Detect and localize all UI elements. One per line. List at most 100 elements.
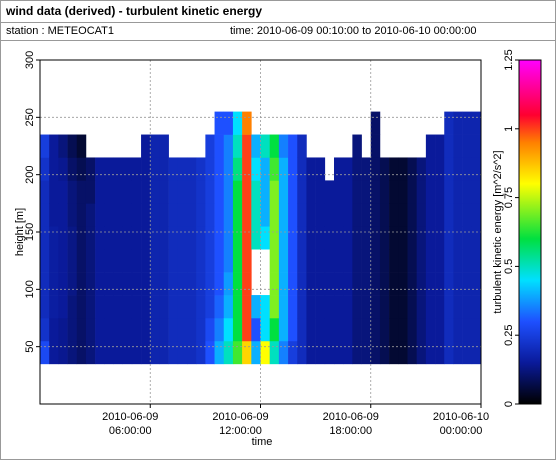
- cell: [471, 272, 482, 296]
- cell: [159, 249, 169, 273]
- cell: [104, 295, 114, 319]
- cell: [223, 111, 234, 135]
- cell: [187, 226, 197, 250]
- cell: [67, 318, 78, 342]
- cell: [352, 157, 362, 181]
- cell: [288, 203, 298, 227]
- cell: [242, 318, 252, 342]
- cell: [187, 318, 197, 342]
- cell: [306, 318, 316, 342]
- cell: [444, 249, 454, 273]
- cell: [113, 203, 123, 227]
- cell: [40, 203, 50, 227]
- cell: [113, 295, 123, 319]
- cell: [67, 134, 78, 158]
- cell: [159, 340, 169, 365]
- cell: [425, 180, 436, 204]
- cell: [242, 180, 252, 204]
- cell: [343, 249, 353, 273]
- cell: [269, 157, 280, 181]
- cell: [223, 249, 234, 273]
- cell: [85, 180, 96, 204]
- cell: [242, 111, 252, 135]
- cell: [324, 272, 335, 296]
- cell: [462, 111, 473, 135]
- cell: [205, 318, 215, 342]
- cell: [407, 249, 417, 273]
- cell: [131, 295, 142, 319]
- cell: [389, 272, 399, 296]
- y-tick-label: 300: [24, 51, 36, 69]
- cell: [444, 226, 454, 250]
- cell: [159, 318, 169, 342]
- cell: [453, 203, 463, 227]
- cell: [196, 249, 206, 273]
- cell: [67, 249, 78, 273]
- cell: [407, 203, 417, 227]
- cell: [269, 318, 280, 342]
- cell: [379, 203, 390, 227]
- cell: [471, 249, 482, 273]
- cell: [416, 180, 427, 204]
- cell: [334, 295, 344, 319]
- cell: [471, 157, 482, 181]
- cell: [389, 249, 399, 273]
- colorbar-tick-label: 1: [503, 126, 515, 132]
- x-axis-label: time: [252, 436, 273, 448]
- cell: [58, 180, 68, 204]
- y-tick-label: 100: [24, 280, 36, 298]
- cell: [58, 157, 68, 181]
- cell: [104, 203, 114, 227]
- cell: [205, 340, 215, 365]
- cell: [288, 226, 298, 250]
- cell: [242, 295, 252, 319]
- cell: [389, 180, 399, 204]
- cell: [398, 226, 408, 250]
- cell: [150, 134, 160, 158]
- cell: [269, 272, 280, 296]
- cell: [297, 318, 307, 342]
- cell: [159, 180, 169, 204]
- cell: [223, 180, 234, 204]
- cell: [40, 340, 50, 365]
- cell: [168, 226, 179, 250]
- cell: [85, 203, 96, 227]
- cell: [306, 157, 316, 181]
- cell: [352, 318, 362, 342]
- cell: [343, 203, 353, 227]
- cell: [370, 249, 381, 273]
- cell: [113, 226, 123, 250]
- cell: [141, 295, 151, 319]
- cell: [104, 249, 114, 273]
- cell: [361, 340, 372, 365]
- cell: [416, 203, 427, 227]
- cell: [49, 318, 59, 342]
- cell: [104, 226, 114, 250]
- cell: [168, 249, 179, 273]
- cell: [232, 249, 243, 273]
- y-tick-label: 150: [24, 223, 36, 241]
- cell: [425, 134, 436, 158]
- cell: [242, 203, 252, 227]
- cell: [288, 157, 298, 181]
- cell: [453, 134, 463, 158]
- cell: [150, 249, 160, 273]
- cell: [379, 295, 390, 319]
- cell: [297, 295, 307, 319]
- cell: [150, 340, 160, 365]
- cell: [232, 180, 243, 204]
- cell: [444, 134, 454, 158]
- cell: [242, 226, 252, 250]
- cell: [352, 272, 362, 296]
- cell: [223, 134, 234, 158]
- cell: [260, 226, 270, 250]
- cell: [471, 203, 482, 227]
- cell: [76, 249, 87, 273]
- cell: [453, 249, 463, 273]
- cell: [297, 203, 307, 227]
- station: station : METEOCAT1: [6, 25, 114, 37]
- cell: [76, 272, 87, 296]
- cell: [269, 340, 280, 365]
- cell: [76, 318, 87, 342]
- cell: [40, 295, 50, 319]
